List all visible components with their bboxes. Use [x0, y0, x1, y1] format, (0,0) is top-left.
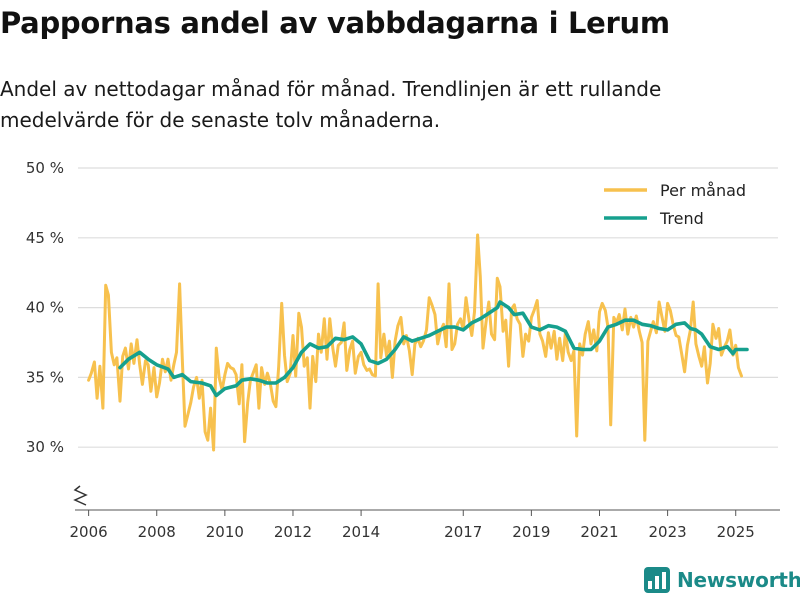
legend-label: Per månad — [660, 181, 746, 200]
x-tick-label: 2021 — [580, 523, 618, 541]
y-tick-label: 45 % — [26, 229, 64, 247]
x-tick-label: 2014 — [342, 523, 380, 541]
series-line-per-m-nad — [87, 233, 743, 452]
x-tick-label: 2012 — [274, 523, 312, 541]
legend: Per månad Trend — [604, 181, 746, 228]
series-line-trend — [118, 300, 749, 398]
x-tick-label: 2010 — [206, 523, 244, 541]
chart-title: Pappornas andel av vabbdagarna i Lerum — [0, 6, 670, 40]
x-axis-ticks: 2006 2008 2010 2012 2014 2017 2019 2021 2023 2025 — [70, 510, 755, 541]
axis-break-icon — [73, 485, 88, 506]
newsworthy-brand: Newsworthy — [644, 567, 800, 593]
x-tick-label: 2017 — [444, 523, 482, 541]
x-tick-label: 2025 — [717, 523, 755, 541]
x-tick-label: 2006 — [70, 523, 108, 541]
newsworthy-logo-icon — [644, 567, 670, 593]
x-tick-label: 2019 — [512, 523, 550, 541]
y-axis-tick-labels: 30 % 35 % 40 % 45 % 50 % — [26, 159, 64, 456]
y-tick-label: 50 % — [26, 159, 64, 177]
chart-subtitle: Andel av nettodagar månad för månad. Tre… — [0, 77, 662, 132]
y-tick-label: 40 % — [26, 299, 64, 317]
y-tick-label: 30 % — [26, 438, 64, 456]
legend-label: Trend — [659, 209, 704, 228]
y-tick-label: 35 % — [26, 368, 64, 386]
series-layer — [87, 233, 749, 452]
x-tick-label: 2008 — [138, 523, 176, 541]
brand-name: Newsworthy — [677, 568, 800, 592]
x-tick-label: 2023 — [649, 523, 687, 541]
